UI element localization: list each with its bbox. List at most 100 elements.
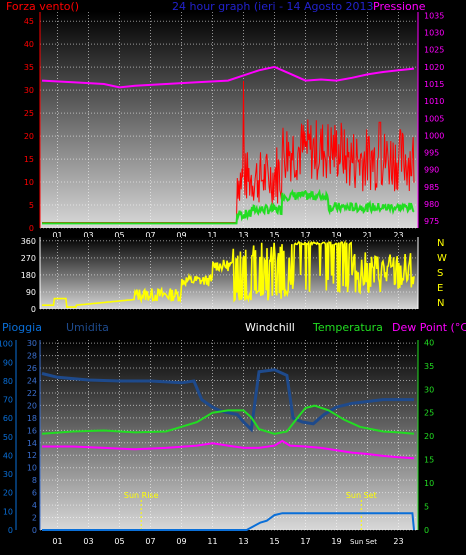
panel3-series: Sun Rise Sun Set: [41, 368, 415, 531]
p1-y-right-tick: 985: [424, 183, 439, 192]
dewpoint-line: [42, 439, 415, 460]
p3-y-rain-tick: 10: [3, 507, 13, 516]
temperature-line: [41, 404, 415, 435]
p2-y-tick: 180: [21, 271, 36, 280]
p3-x-tick: 19: [331, 537, 341, 546]
p1-y-right-tick: 980: [424, 200, 439, 209]
p3-y-rain-tick: 50: [3, 433, 13, 442]
panel1-grid: [40, 12, 418, 229]
p1-x-tick: 21: [362, 231, 372, 240]
p1-x-tick: 23: [393, 231, 403, 240]
p1-y-left-tick: 30: [24, 86, 34, 95]
p3-y-hum-tick: 6: [32, 489, 37, 498]
p3-y-hum-tick: 24: [27, 376, 37, 385]
header-wind-label: Forza vento(): [6, 0, 79, 13]
p1-y-left-tick: 10: [24, 178, 34, 187]
p1-y-right-tick: 1035: [424, 11, 444, 20]
p1-x-tick: 09: [176, 231, 186, 240]
p1-x-tick: 11: [207, 231, 217, 240]
p3-y-hum-tick: 4: [32, 501, 37, 510]
p3-y-temp-tick: 30: [424, 385, 434, 394]
legend-temperature: Temperatura: [312, 321, 383, 334]
sunrise-label: Sun Rise: [124, 491, 159, 500]
p3-x-tick: 13: [238, 537, 248, 546]
wind-direction-line: [42, 239, 415, 308]
p1-x-tick: 07: [145, 231, 155, 240]
p3-y-temp-tick: 10: [424, 479, 434, 488]
p3-x-tick: 15: [269, 537, 279, 546]
p3-y-rain-tick: 70: [3, 396, 13, 405]
p1-y-left-tick: 15: [24, 155, 34, 164]
p3-y-hum-tick: 16: [27, 426, 37, 435]
p1-y-right-tick: 1005: [424, 114, 444, 123]
p3-y-temp-tick: 15: [424, 456, 434, 465]
p2-compass-label: E: [437, 283, 443, 294]
p3-y-rain-tick: 80: [3, 377, 13, 386]
legend-windchill: Windchill: [245, 321, 295, 334]
humidity-line: [41, 368, 414, 433]
p3-x-tick: 07: [145, 537, 155, 546]
p3-x-tick: 11: [207, 537, 217, 546]
p2-y-tick: 360: [21, 237, 36, 246]
p2-compass-label: W: [437, 253, 447, 264]
legend-rain: Pioggia: [2, 321, 42, 334]
panel-temperature-humidity: 0246810121416182022242628300102030405060…: [0, 338, 434, 546]
p3-y-temp-tick: 0: [424, 526, 429, 535]
panel1-background: [40, 12, 418, 228]
p1-y-left-tick: 20: [24, 132, 34, 141]
p3-x-tick: 05: [114, 537, 124, 546]
p3-y-temp-tick: 35: [424, 362, 434, 371]
p3-x-tick: 03: [83, 537, 93, 546]
panel1-axes: 0510152025303540459759809859909951000100…: [24, 11, 445, 240]
p2-compass-label: N: [437, 238, 444, 249]
p1-x-tick: 17: [300, 231, 310, 240]
p3-y-rain-tick: 20: [3, 489, 13, 498]
p1-y-right-tick: 1025: [424, 46, 444, 55]
p1-y-right-tick: 1015: [424, 80, 444, 89]
panel1-series: [41, 65, 415, 225]
p1-y-right-tick: 990: [424, 166, 439, 175]
p3-y-hum-tick: 14: [27, 439, 37, 448]
p2-y-tick: 90: [26, 288, 36, 297]
p3-x-tick: 01: [52, 537, 62, 546]
p2-compass-label: S: [437, 268, 443, 279]
p3-y-rain-tick: 60: [3, 414, 13, 423]
p1-x-tick: 13: [238, 231, 248, 240]
panel-wind-pressure: 0510152025303540459759809859909951000100…: [24, 11, 445, 240]
p3-y-rain-tick: 40: [3, 451, 13, 460]
p1-y-left-tick: 45: [24, 17, 34, 26]
p1-y-right-tick: 1010: [424, 97, 444, 106]
pressure-line: [41, 65, 415, 89]
legend-dewpoint: Dew Point (°C): [392, 321, 466, 334]
p3-y-rain-tick: 0: [8, 526, 13, 535]
p1-y-right-tick: 1020: [424, 63, 444, 72]
p3-y-hum-tick: 22: [27, 389, 37, 398]
p3-y-hum-tick: 12: [27, 451, 37, 460]
p3-y-temp-tick: 5: [424, 503, 429, 512]
header-pressure-label: Pressione: [373, 0, 426, 13]
p1-x-tick: 05: [114, 231, 124, 240]
p1-y-left-tick: 0: [29, 224, 34, 233]
p1-y-right-tick: 1000: [424, 131, 444, 140]
p1-x-tick: 15: [269, 231, 279, 240]
p1-x-tick: 19: [331, 231, 341, 240]
p1-y-right-tick: 1030: [424, 29, 444, 38]
legend-humidity: Umidita: [66, 321, 109, 334]
p3-y-hum-tick: 28: [27, 352, 37, 361]
p3-y-temp-tick: 25: [424, 409, 434, 418]
p3-y-rain-tick: 100: [0, 340, 13, 349]
p3-y-rain-tick: 30: [3, 470, 13, 479]
wind-average-line: [42, 188, 415, 225]
p3-y-hum-tick: 26: [27, 364, 37, 373]
p3-x-tick: 09: [176, 537, 186, 546]
p2-compass-label: N: [437, 298, 444, 309]
p3-y-hum-tick: 0: [32, 526, 37, 535]
p1-y-left-tick: 25: [24, 109, 34, 118]
p2-y-tick: 270: [21, 254, 36, 263]
p3-y-temp-tick: 20: [424, 432, 434, 441]
p3-x-tick: 23: [393, 537, 403, 546]
p1-y-left-tick: 5: [29, 201, 34, 210]
